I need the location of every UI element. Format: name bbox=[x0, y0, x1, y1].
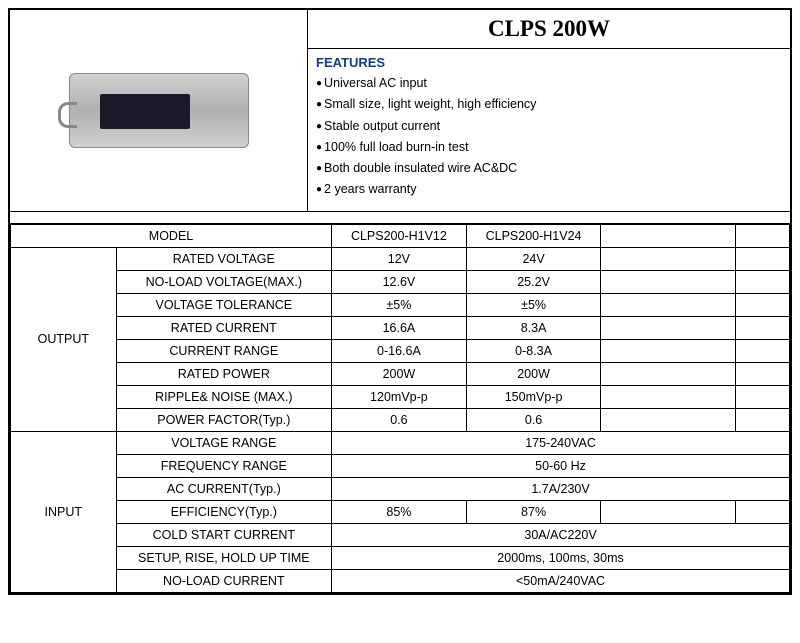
feature-item: 2 years warranty bbox=[316, 179, 782, 200]
blank-cell bbox=[736, 339, 790, 362]
blank-cell bbox=[601, 339, 736, 362]
blank-cell bbox=[601, 316, 736, 339]
param-label: COLD START CURRENT bbox=[116, 523, 331, 546]
model-label: MODEL bbox=[11, 224, 332, 247]
param-label: EFFICIENCY(Typ.) bbox=[116, 500, 331, 523]
title-row: CLPS 200W bbox=[308, 10, 790, 49]
blank-cell bbox=[736, 385, 790, 408]
param-value: 50-60 Hz bbox=[332, 454, 790, 477]
features-block: FEATURES Universal AC input Small size, … bbox=[308, 49, 790, 211]
blank-cell bbox=[736, 500, 790, 523]
param-label: NO-LOAD VOLTAGE(MAX.) bbox=[116, 270, 331, 293]
model-col-1: CLPS200-H1V12 bbox=[332, 224, 467, 247]
feature-item: Small size, light weight, high efficienc… bbox=[316, 94, 782, 115]
model-row: MODEL CLPS200-H1V12 CLPS200-H1V24 bbox=[11, 224, 790, 247]
table-row: VOLTAGE TOLERANCE ±5% ±5% bbox=[11, 293, 790, 316]
param-value: <50mA/240VAC bbox=[332, 569, 790, 592]
feature-item: Universal AC input bbox=[316, 73, 782, 94]
table-row: SETUP, RISE, HOLD UP TIME 2000ms, 100ms,… bbox=[11, 546, 790, 569]
param-label: RATED POWER bbox=[116, 362, 331, 385]
feature-item: Stable output current bbox=[316, 116, 782, 137]
spec-table: MODEL CLPS200-H1V12 CLPS200-H1V24 OUTPUT… bbox=[10, 224, 790, 593]
blank-cell bbox=[736, 247, 790, 270]
features-heading: FEATURES bbox=[316, 55, 782, 70]
param-label: AC CURRENT(Typ.) bbox=[116, 477, 331, 500]
param-value: 150mVp-p bbox=[466, 385, 601, 408]
param-label: VOLTAGE TOLERANCE bbox=[116, 293, 331, 316]
param-value: 200W bbox=[466, 362, 601, 385]
title-features-cell: CLPS 200W FEATURES Universal AC input Sm… bbox=[308, 10, 790, 211]
param-value: 8.3A bbox=[466, 316, 601, 339]
blank-cell bbox=[601, 385, 736, 408]
table-row: RIPPLE& NOISE (MAX.) 120mVp-p 150mVp-p bbox=[11, 385, 790, 408]
datasheet-container: CLPS 200W FEATURES Universal AC input Sm… bbox=[8, 8, 792, 595]
param-value: 16.6A bbox=[332, 316, 467, 339]
param-value: 30A/AC220V bbox=[332, 523, 790, 546]
param-value: 1.7A/230V bbox=[332, 477, 790, 500]
param-label: VOLTAGE RANGE bbox=[116, 431, 331, 454]
feature-item: Both double insulated wire AC&DC bbox=[316, 158, 782, 179]
header-row: CLPS 200W FEATURES Universal AC input Sm… bbox=[10, 10, 790, 212]
param-value: 0-8.3A bbox=[466, 339, 601, 362]
param-value: 0-16.6A bbox=[332, 339, 467, 362]
table-row: AC CURRENT(Typ.) 1.7A/230V bbox=[11, 477, 790, 500]
product-photo bbox=[69, 73, 249, 148]
feature-item: 100% full load burn-in test bbox=[316, 137, 782, 158]
blank-cell bbox=[736, 408, 790, 431]
param-value: 200W bbox=[332, 362, 467, 385]
blank-cell bbox=[736, 316, 790, 339]
product-photo-cell bbox=[10, 10, 308, 211]
blank-cell bbox=[736, 293, 790, 316]
param-value: 12V bbox=[332, 247, 467, 270]
table-row: FREQUENCY RANGE 50-60 Hz bbox=[11, 454, 790, 477]
blank-cell bbox=[736, 224, 790, 247]
product-title: CLPS 200W bbox=[488, 16, 610, 41]
param-value: 0.6 bbox=[332, 408, 467, 431]
param-value: ±5% bbox=[466, 293, 601, 316]
param-value: 0.6 bbox=[466, 408, 601, 431]
spacer-row bbox=[10, 212, 790, 224]
param-value: 24V bbox=[466, 247, 601, 270]
param-value: 87% bbox=[466, 500, 601, 523]
table-row: NO-LOAD CURRENT <50mA/240VAC bbox=[11, 569, 790, 592]
section-output: OUTPUT bbox=[11, 247, 117, 431]
table-row: CURRENT RANGE 0-16.6A 0-8.3A bbox=[11, 339, 790, 362]
param-label: RIPPLE& NOISE (MAX.) bbox=[116, 385, 331, 408]
param-value: 2000ms, 100ms, 30ms bbox=[332, 546, 790, 569]
table-row: COLD START CURRENT 30A/AC220V bbox=[11, 523, 790, 546]
blank-cell bbox=[601, 247, 736, 270]
param-label: NO-LOAD CURRENT bbox=[116, 569, 331, 592]
param-value: 25.2V bbox=[466, 270, 601, 293]
blank-cell bbox=[736, 270, 790, 293]
blank-cell bbox=[736, 362, 790, 385]
param-value: ±5% bbox=[332, 293, 467, 316]
blank-cell bbox=[601, 224, 736, 247]
section-input: INPUT bbox=[11, 431, 117, 592]
table-row: NO-LOAD VOLTAGE(MAX.) 12.6V 25.2V bbox=[11, 270, 790, 293]
param-value: 120mVp-p bbox=[332, 385, 467, 408]
blank-cell bbox=[601, 500, 736, 523]
blank-cell bbox=[601, 270, 736, 293]
table-row: POWER FACTOR(Typ.) 0.6 0.6 bbox=[11, 408, 790, 431]
param-label: FREQUENCY RANGE bbox=[116, 454, 331, 477]
param-label: RATED CURRENT bbox=[116, 316, 331, 339]
table-row: INPUT VOLTAGE RANGE 175-240VAC bbox=[11, 431, 790, 454]
param-label: RATED VOLTAGE bbox=[116, 247, 331, 270]
table-row: RATED POWER 200W 200W bbox=[11, 362, 790, 385]
table-row: RATED CURRENT 16.6A 8.3A bbox=[11, 316, 790, 339]
param-value: 12.6V bbox=[332, 270, 467, 293]
blank-cell bbox=[601, 362, 736, 385]
table-row: EFFICIENCY(Typ.) 85% 87% bbox=[11, 500, 790, 523]
param-label: POWER FACTOR(Typ.) bbox=[116, 408, 331, 431]
blank-cell bbox=[601, 408, 736, 431]
param-label: CURRENT RANGE bbox=[116, 339, 331, 362]
model-col-2: CLPS200-H1V24 bbox=[466, 224, 601, 247]
table-row: OUTPUT RATED VOLTAGE 12V 24V bbox=[11, 247, 790, 270]
param-value: 175-240VAC bbox=[332, 431, 790, 454]
param-value: 85% bbox=[332, 500, 467, 523]
blank-cell bbox=[601, 293, 736, 316]
param-label: SETUP, RISE, HOLD UP TIME bbox=[116, 546, 331, 569]
